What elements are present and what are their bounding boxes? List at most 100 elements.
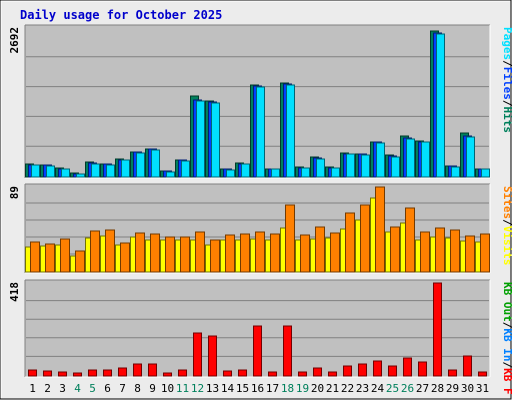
bar <box>361 154 370 178</box>
bar <box>150 233 160 273</box>
x-tick-label: 17 <box>266 382 279 395</box>
bar <box>120 242 130 273</box>
bar <box>61 168 70 178</box>
bar <box>328 371 337 377</box>
bar <box>75 250 85 273</box>
x-tick-label: 26 <box>401 382 414 395</box>
bar <box>105 229 115 273</box>
bar <box>148 363 157 377</box>
x-tick-label: 2 <box>44 382 51 395</box>
bar <box>388 365 397 377</box>
bar <box>463 355 472 377</box>
bar <box>300 234 310 273</box>
bar <box>346 153 355 178</box>
bar <box>181 160 190 178</box>
x-tick-label: 18 <box>281 382 294 395</box>
bar <box>478 371 487 377</box>
bar <box>210 239 220 273</box>
x-tick-label: 29 <box>446 382 459 395</box>
x-tick-label: 5 <box>89 382 96 395</box>
visits-panel: 89 Sites/Visits <box>8 183 512 274</box>
legend-item: / <box>501 322 512 329</box>
y-max-label: 418 <box>8 282 21 302</box>
legend-item: Files <box>501 67 512 100</box>
bar <box>28 369 37 377</box>
x-tick-label: 9 <box>149 382 156 395</box>
x-tick-label: 23 <box>356 382 369 395</box>
bar <box>226 169 235 178</box>
bar <box>88 369 97 377</box>
legend-item: Hits <box>501 107 512 134</box>
legend-item: KB Out <box>501 282 512 322</box>
legend-item: / <box>501 60 512 67</box>
x-tick-label: 8 <box>134 382 141 395</box>
bar <box>316 158 325 178</box>
bar <box>178 369 187 377</box>
x-tick-label: 27 <box>416 382 429 395</box>
bar <box>166 171 175 178</box>
bar <box>283 325 292 377</box>
bar <box>436 33 445 178</box>
x-tick-label: 24 <box>371 382 385 395</box>
legend-item: / <box>501 219 512 226</box>
bar <box>46 165 55 178</box>
bar <box>121 159 130 178</box>
legend: Sites/Visits <box>501 186 512 266</box>
bar <box>403 357 412 377</box>
bar <box>90 230 100 273</box>
x-tick-label: 15 <box>236 382 249 395</box>
x-tick-label: 19 <box>296 382 309 395</box>
bar <box>313 367 322 377</box>
bar <box>211 102 220 178</box>
bar <box>31 164 40 178</box>
bar <box>390 226 400 273</box>
bar <box>420 231 430 273</box>
x-tick-label: 30 <box>461 382 474 395</box>
bar <box>255 231 265 273</box>
legend-item: / <box>501 362 512 369</box>
y-max-label: 89 <box>8 186 21 199</box>
bar <box>106 164 115 178</box>
bar <box>315 226 325 273</box>
bar <box>58 371 67 377</box>
x-tick-label: 12 <box>191 382 204 395</box>
bar <box>418 361 427 377</box>
bar <box>451 166 460 178</box>
bar <box>375 186 385 273</box>
x-tick-label: 20 <box>311 382 324 395</box>
bar <box>421 141 430 178</box>
x-tick-label: 13 <box>206 382 219 395</box>
legend-item: Pages <box>501 27 512 60</box>
bar <box>180 236 190 273</box>
bar <box>73 372 82 377</box>
legend: Pages/Files/Hits <box>501 27 512 133</box>
x-tick-label: 10 <box>161 382 174 395</box>
bar <box>241 163 250 178</box>
bar <box>76 173 85 178</box>
x-tick-label: 3 <box>59 382 66 395</box>
x-tick-label: 25 <box>386 382 399 395</box>
bar <box>136 152 145 178</box>
legend: KB Out/KB In/KB F <box>501 282 512 395</box>
bar <box>151 149 160 178</box>
bar <box>133 363 142 377</box>
legend-item: KB In <box>501 328 512 361</box>
bar <box>238 369 247 377</box>
bar <box>345 212 355 273</box>
bar <box>208 335 217 377</box>
bar <box>118 367 127 377</box>
x-tick-label: 1 <box>29 382 36 395</box>
bar <box>330 232 340 273</box>
bar <box>331 167 340 178</box>
bar <box>391 156 400 178</box>
bar <box>433 282 442 377</box>
bar <box>223 370 232 377</box>
x-tick-label: 21 <box>326 382 339 395</box>
bar <box>435 227 445 273</box>
bar <box>240 233 250 273</box>
legend-item: Sites <box>501 186 512 219</box>
bar <box>358 363 367 377</box>
